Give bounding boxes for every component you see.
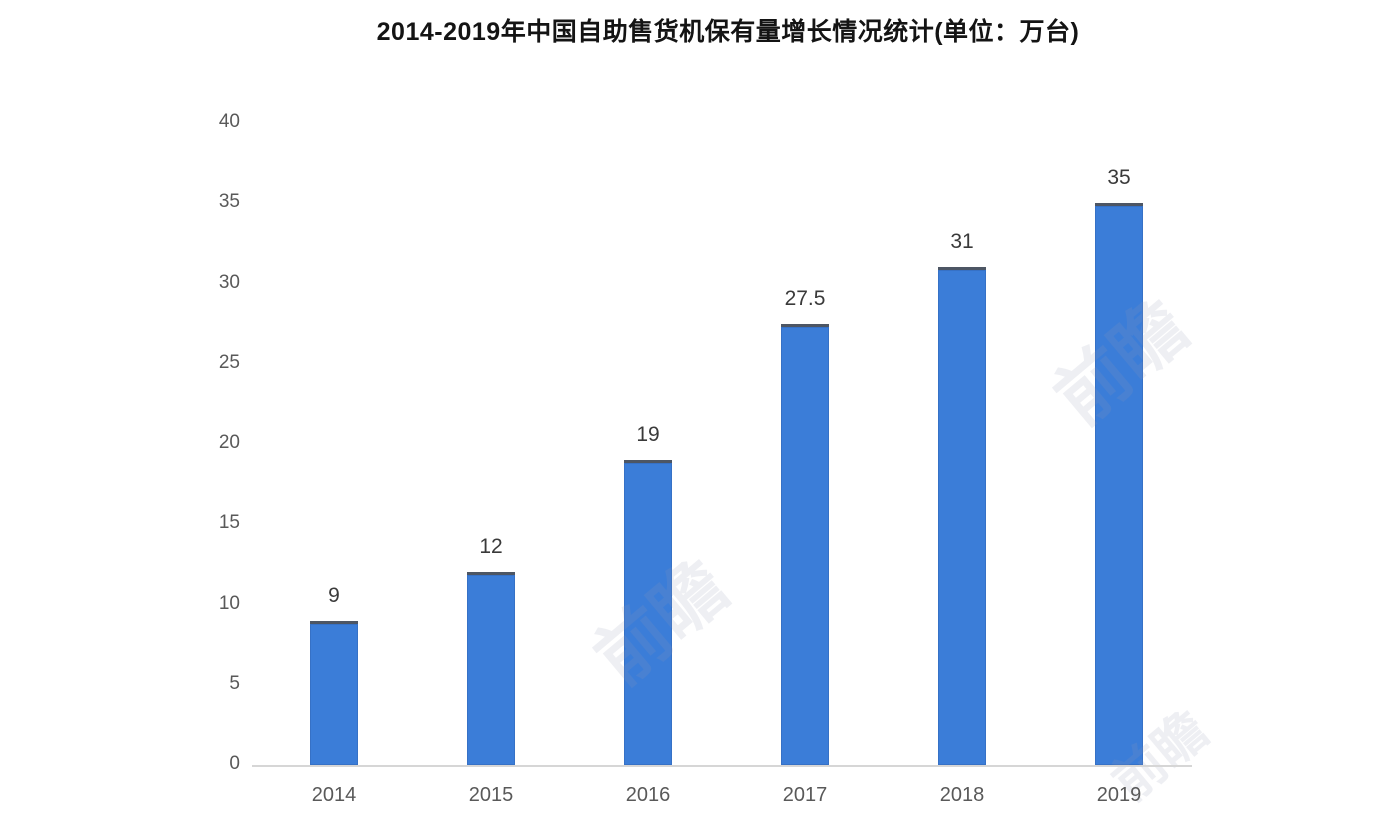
bar-2014 [310,621,358,765]
bar-2019 [1095,203,1143,765]
y-tick-label-25: 25 [218,352,240,373]
bar-2015 [467,572,515,765]
x-tick-label-2019: 2019 [1096,784,1142,806]
x-tick-label-2014: 2014 [311,784,357,806]
y-tick-label-40: 40 [218,111,240,132]
y-tick-label-15: 15 [218,512,240,533]
x-tick-label-2018: 2018 [939,784,985,806]
y-tick-label-0: 0 [229,753,240,774]
bar-2016 [624,460,672,765]
bar-value-label-2015: 12 [479,535,503,558]
y-tick-label-20: 20 [218,432,240,453]
bar-value-label-2016: 19 [636,423,660,446]
bar-value-label-2019: 35 [1107,166,1131,189]
x-tick-label-2016: 2016 [625,784,671,806]
bar-value-label-2017: 27.5 [784,287,826,310]
chart-title: 2014-2019年中国自助售货机保有量增长情况统计(单位：万台) [376,18,1080,46]
bar-value-label-2018: 31 [950,230,974,253]
y-tick-label-35: 35 [218,191,240,212]
y-tick-label-5: 5 [229,673,240,694]
bar-2018 [938,267,986,765]
y-tick-label-30: 30 [218,272,240,293]
bar-2017 [781,324,829,765]
x-tick-label-2015: 2015 [468,784,514,806]
bar-value-label-2014: 9 [328,584,340,607]
y-tick-label-10: 10 [218,593,240,614]
x-tick-label-2017: 2017 [782,784,828,806]
x-axis-line [252,765,1192,767]
